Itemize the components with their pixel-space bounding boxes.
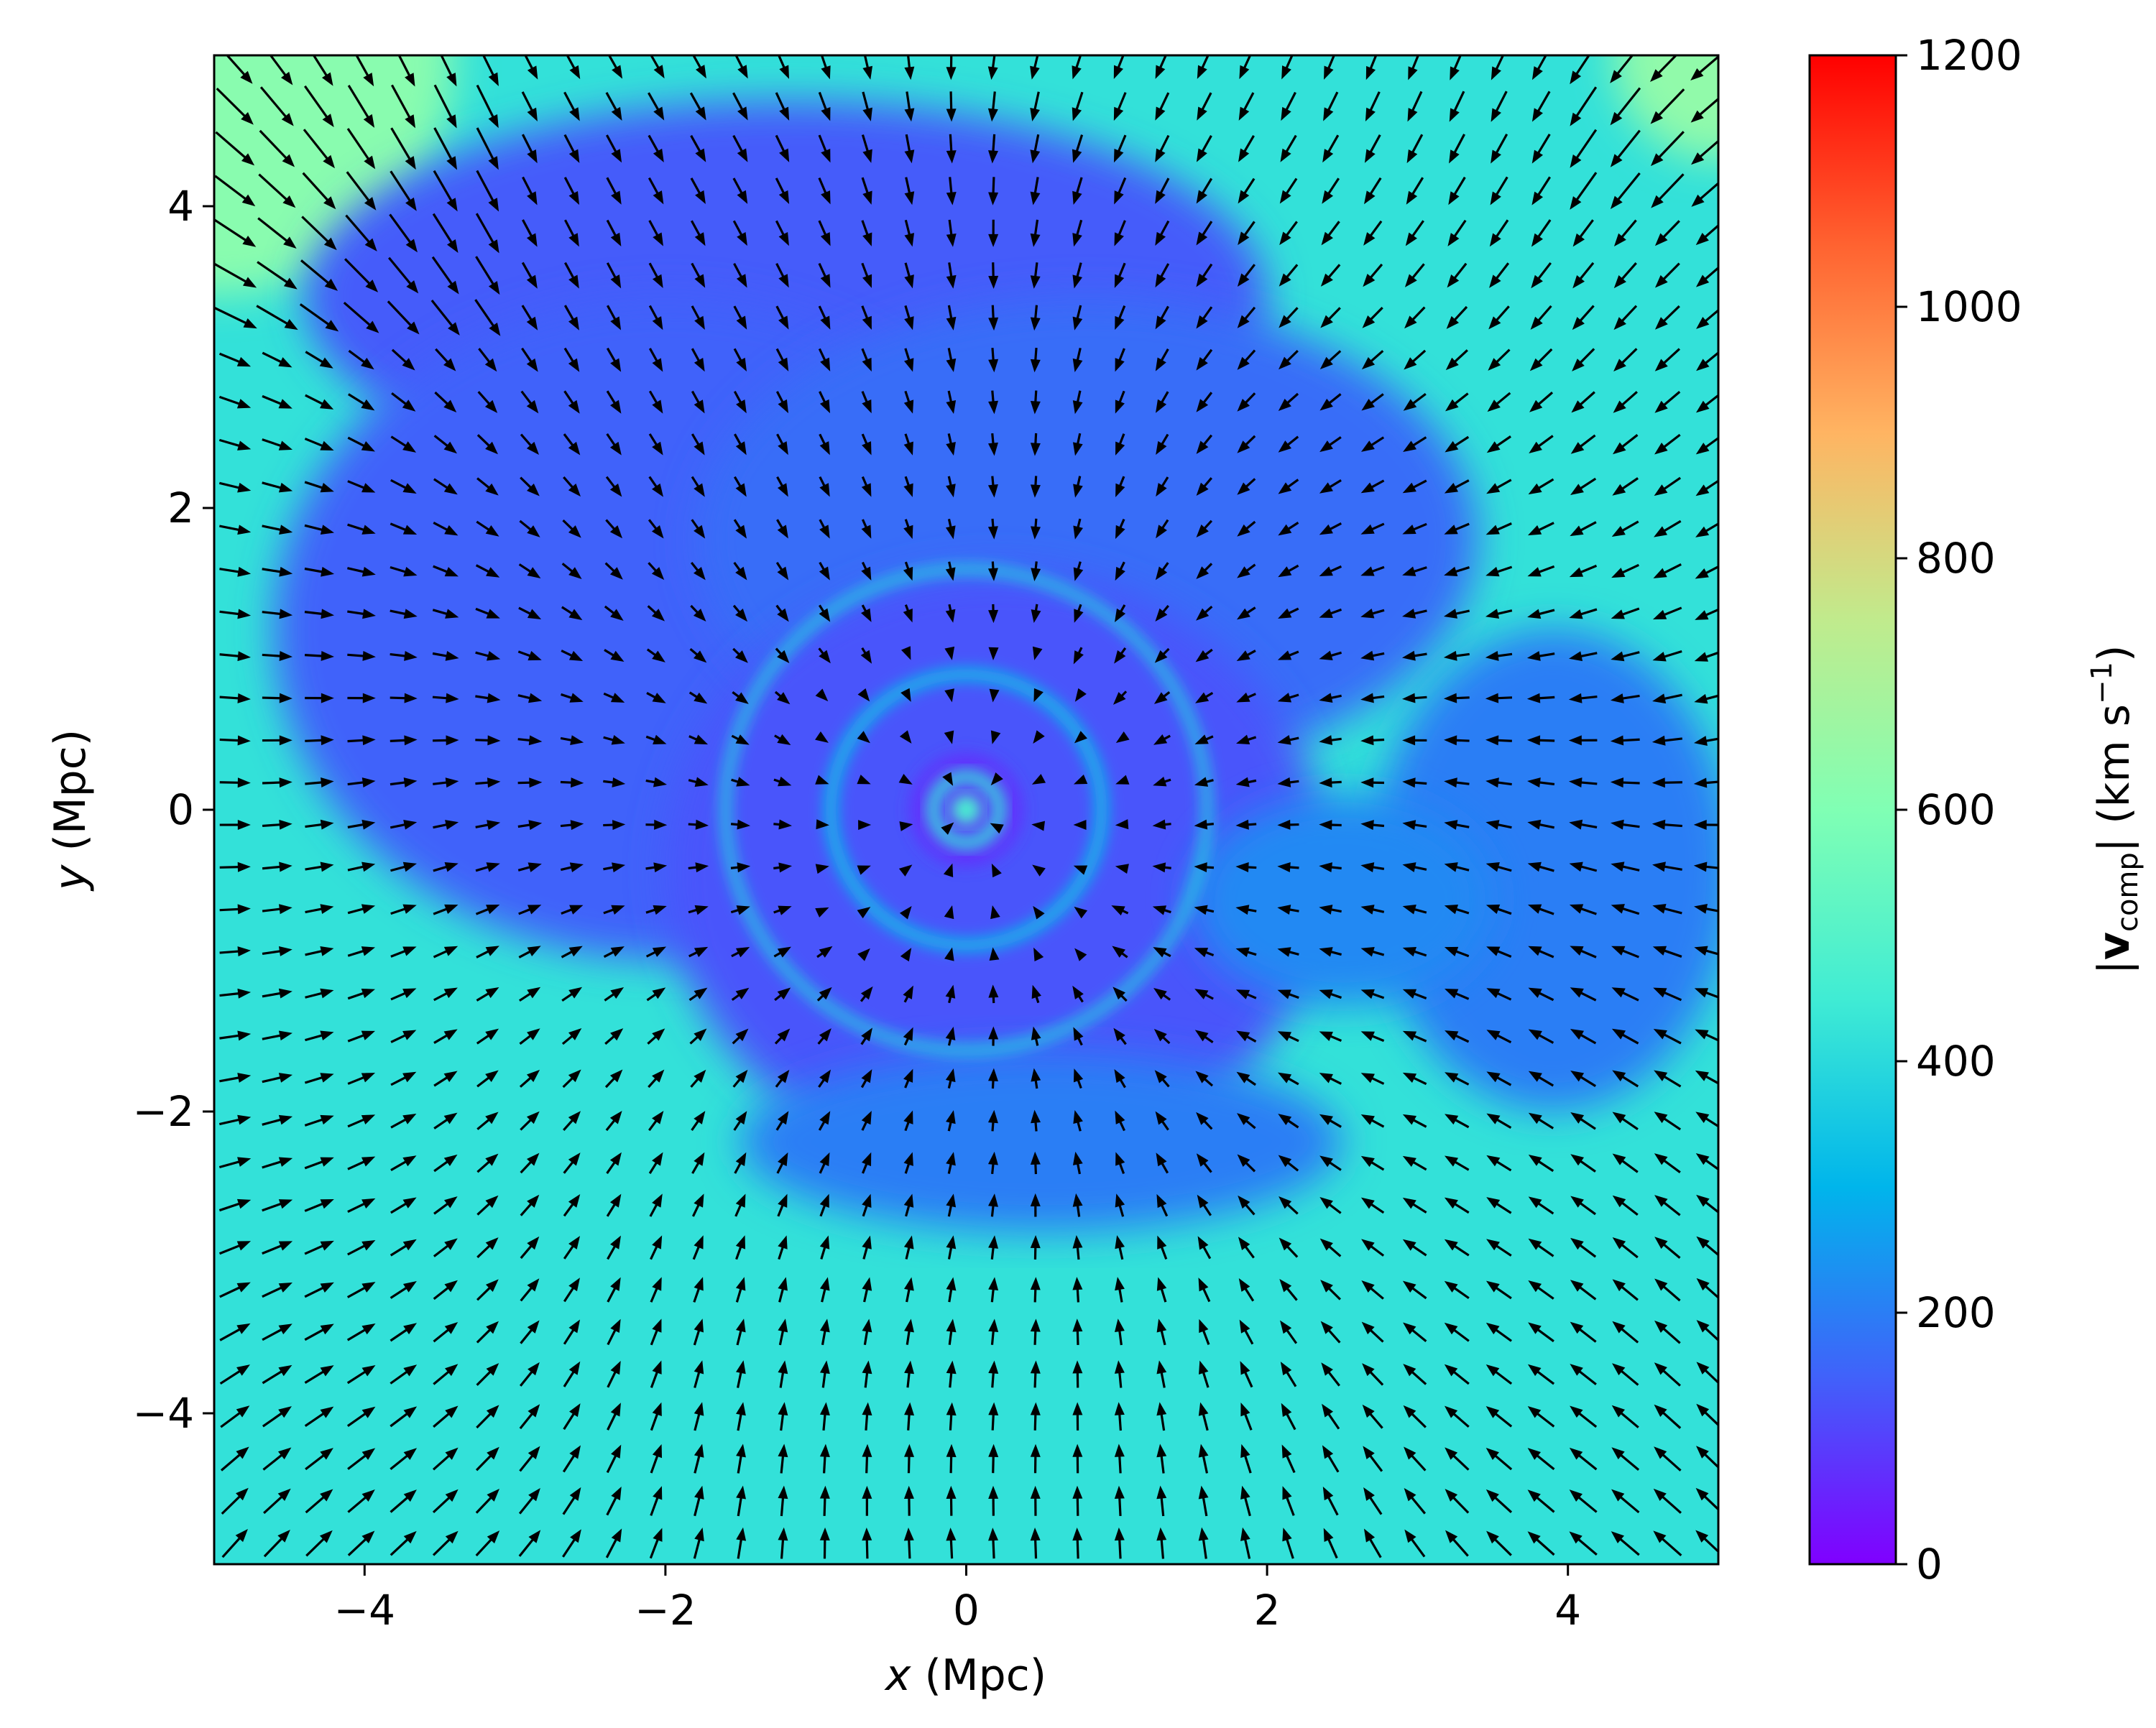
field-blob-9 [1192, 795, 1493, 1005]
x-axis-label: x (Mpc) [884, 1650, 1046, 1701]
colorbar-tick-label: 1000 [1916, 282, 2022, 331]
x-tick-label: 2 [1254, 1586, 1281, 1635]
colorbar-tick-label: 1200 [1916, 31, 2022, 80]
y-axis-ticks: −4 −2 0 2 4 [133, 182, 215, 1438]
colorbar-tick-label: 0 [1916, 1540, 1943, 1589]
colorbar-ticks: 0 200 400 600 800 1000 1200 [1896, 31, 2022, 1589]
y-axis-label: y (Mpc) [45, 729, 96, 892]
colorbar-tick-label: 200 [1916, 1288, 1996, 1337]
x-tick-label: 4 [1554, 1586, 1581, 1635]
colorbar-tick-label: 400 [1916, 1037, 1996, 1086]
y-tick-label: 4 [167, 182, 194, 231]
x-tick-label: −2 [635, 1586, 696, 1635]
y-tick-label: −2 [133, 1087, 195, 1136]
colorbar-tick-label: 800 [1916, 534, 1996, 583]
x-axis-ticks: −4 −2 0 2 4 [334, 1564, 1582, 1635]
field-blob-7 [741, 1051, 1342, 1232]
y-tick-label: 0 [167, 785, 194, 834]
x-tick-label: 0 [953, 1586, 980, 1635]
colorbar-label: |vcomp| (km s−1) [2086, 645, 2145, 975]
y-tick-label: 2 [167, 484, 194, 532]
colorbar [1810, 55, 1896, 1564]
plot-area [0, 0, 1824, 1564]
x-tick-label: −4 [334, 1586, 396, 1635]
colorbar-tick-label: 600 [1916, 785, 1996, 834]
field-disc-14 [952, 795, 982, 825]
y-tick-label: −4 [133, 1389, 195, 1438]
